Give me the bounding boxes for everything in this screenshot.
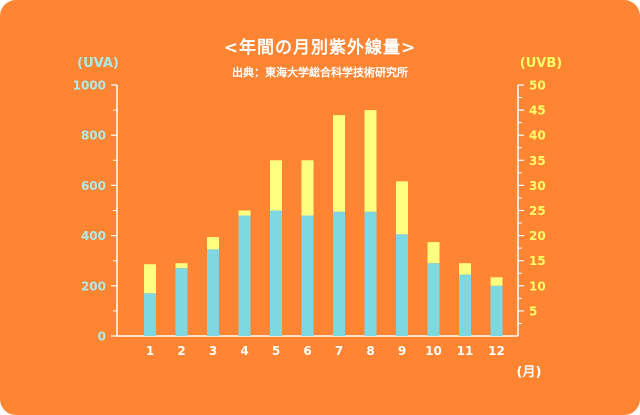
uvb-bar [364, 110, 377, 212]
x-tick-label: 7 [335, 344, 343, 358]
uvb-bar [396, 181, 408, 235]
x-tick-label: 12 [488, 344, 505, 358]
x-tick-label: 8 [366, 344, 374, 358]
right-tick-label: 15 [529, 254, 546, 268]
left-tick-label: 600 [81, 179, 106, 193]
chart-source: 出典：東海大学総合科学技術研究所 [232, 66, 408, 79]
left-tick-label: 0 [98, 330, 106, 344]
right-axis-label: (UVB) [520, 56, 562, 71]
uvb-bar [427, 242, 440, 264]
uva-bar [364, 211, 377, 336]
uvb-bar [301, 160, 314, 216]
x-tick-label: 1 [146, 344, 154, 358]
x-tick-label: 9 [398, 344, 406, 358]
uvb-bar [175, 263, 188, 269]
uva-bar [144, 293, 156, 336]
right-tick-label: 40 [529, 129, 546, 143]
x-tick-label: 11 [457, 344, 474, 358]
uva-bar [427, 263, 440, 336]
left-tick-label: 400 [81, 229, 106, 243]
x-tick-label: 5 [272, 344, 280, 358]
right-tick-label: 30 [529, 179, 546, 193]
left-axis-label: (UVA) [77, 56, 119, 71]
right-tick-label: 45 [529, 104, 546, 118]
uvb-bar [459, 263, 471, 275]
uvb-bar [333, 115, 345, 212]
uva-bar [333, 211, 345, 336]
right-tick-label: 25 [529, 204, 546, 218]
uva-bar [238, 215, 251, 336]
uvb-bar [144, 264, 156, 294]
right-tick-label: 5 [529, 304, 537, 318]
uvb-bar [490, 277, 503, 286]
uvb-bar [270, 160, 282, 211]
right-tick-label: 50 [529, 79, 546, 93]
chart-title: <年間の月別紫外線量> [223, 38, 417, 58]
uva-bar [270, 210, 282, 336]
x-tick-label: 6 [303, 344, 311, 358]
uva-bar [207, 249, 219, 336]
right-tick-label: 35 [529, 154, 546, 168]
x-tick-label: 2 [177, 344, 185, 358]
uva-bar [301, 215, 314, 336]
left-tick-label: 800 [81, 129, 106, 143]
x-axis-label: (月) [517, 365, 542, 380]
uva-bar [396, 234, 408, 336]
right-tick-label: 20 [529, 229, 546, 243]
uvb-bar [207, 237, 219, 250]
uvb-bar [238, 210, 251, 216]
x-tick-label: 4 [240, 344, 248, 358]
x-tick-label: 3 [209, 344, 217, 358]
x-tick-label: 10 [425, 344, 442, 358]
left-tick-label: 200 [81, 279, 106, 293]
right-tick-label: 10 [529, 279, 546, 293]
uva-bar [175, 268, 188, 336]
left-tick-label: 1000 [73, 79, 106, 93]
uva-bar [490, 285, 503, 336]
uva-bar [459, 274, 471, 336]
